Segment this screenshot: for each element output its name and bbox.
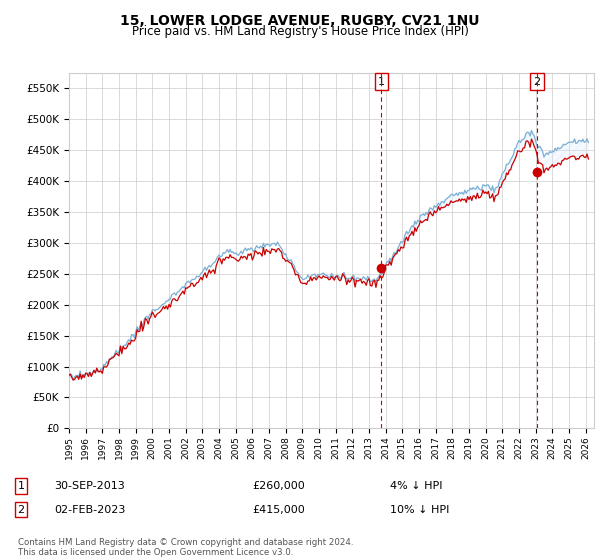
Text: £415,000: £415,000: [252, 505, 305, 515]
Text: 30-SEP-2013: 30-SEP-2013: [54, 481, 125, 491]
Text: Price paid vs. HM Land Registry's House Price Index (HPI): Price paid vs. HM Land Registry's House …: [131, 25, 469, 38]
Text: 4% ↓ HPI: 4% ↓ HPI: [390, 481, 443, 491]
Text: 1: 1: [17, 481, 25, 491]
Text: 02-FEB-2023: 02-FEB-2023: [54, 505, 125, 515]
Text: 2: 2: [17, 505, 25, 515]
Text: Contains HM Land Registry data © Crown copyright and database right 2024.
This d: Contains HM Land Registry data © Crown c…: [18, 538, 353, 557]
Text: 2: 2: [533, 77, 541, 87]
Text: 1: 1: [378, 77, 385, 87]
Text: £260,000: £260,000: [252, 481, 305, 491]
Text: 15, LOWER LODGE AVENUE, RUGBY, CV21 1NU: 15, LOWER LODGE AVENUE, RUGBY, CV21 1NU: [120, 14, 480, 28]
Text: 10% ↓ HPI: 10% ↓ HPI: [390, 505, 449, 515]
